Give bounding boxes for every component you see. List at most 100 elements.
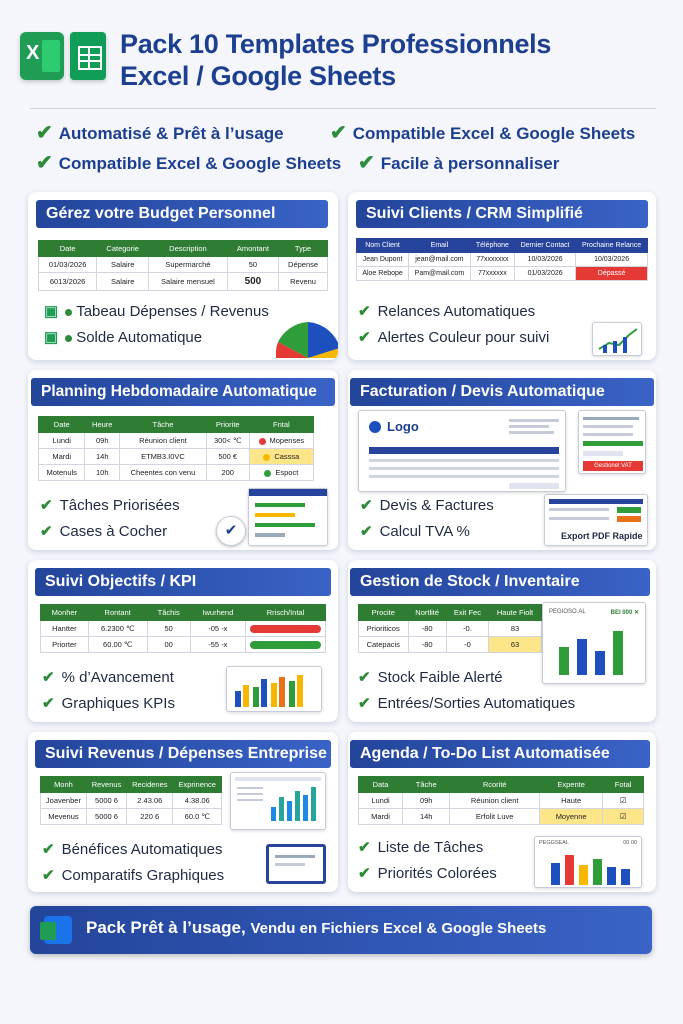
table-header: Categorie	[96, 240, 150, 257]
table-header: Email	[408, 238, 471, 253]
laptop-chart-icon	[592, 322, 642, 356]
card-budget[interactable]: Gérez votre Budget Personnel Date Catego…	[28, 192, 338, 360]
task-sheet-icon	[248, 488, 328, 546]
kpi-table: Monher Rontant Tâchis Iwurhend Rrisch/In…	[40, 604, 326, 653]
table-row: Prioriticos -80 -0. 83	[358, 620, 542, 637]
bullet-item: ✔ Bénéfices Automatiques	[42, 841, 223, 858]
table-header: Dernier Contact	[514, 238, 577, 253]
card-facturation[interactable]: Facturation / Devis Automatique Logo Ges…	[348, 370, 656, 550]
table-header: Amontant	[226, 240, 280, 257]
table-header: Rrisch/Intal	[245, 604, 326, 621]
card-kpi[interactable]: Suivi Objectifs / KPI Monher Rontant Tâc…	[28, 560, 338, 722]
kpi-bar-chart-icon	[226, 666, 322, 712]
table-header: Rontant	[87, 604, 148, 621]
check-icon: ✔	[358, 865, 371, 882]
bullet-item: ✔ Devis & Factures	[360, 497, 494, 514]
progress-bar	[250, 624, 321, 633]
header-divider	[30, 108, 656, 109]
card-stock[interactable]: Gestion de Stock / Inventaire Procite No…	[348, 560, 656, 722]
table-header: Rcorité	[449, 776, 541, 793]
card-title: Suivi Objectifs / KPI	[35, 568, 331, 596]
table-row: Lundi 09h Réunion client Haute ☑	[357, 792, 644, 809]
table-row: 6013/2026 Salaire Salaire mensuel 500 Revenu	[37, 272, 328, 291]
table-header: Priorite	[205, 416, 250, 433]
bullet-item: ✔ Cases à Cocher	[40, 523, 168, 540]
bullet-item: ✔ Graphiques KPIs	[42, 695, 175, 712]
table-header: Nortlité	[407, 604, 447, 621]
bullet-item: ▣ Tabeau Dépenses / Revenus	[44, 303, 269, 320]
bullet-item: ✔ Alertes Couleur pour suivi	[358, 329, 550, 346]
table-header: Tâche	[402, 776, 451, 793]
check-icon: ✔	[40, 497, 53, 514]
feature-item: ✔ Facile à personnaliser	[358, 152, 560, 174]
bullet-dot-icon	[65, 334, 73, 342]
revenus-chart-icon	[230, 772, 326, 830]
card-title: Suivi Clients / CRM Simplifié	[356, 200, 648, 228]
check-icon: ✔	[42, 695, 55, 712]
check-icon: ✔	[330, 122, 347, 144]
table-header: Téléphone	[469, 238, 516, 253]
table-header: Prochaine Relance	[575, 238, 648, 253]
revenus-table: Monh Revenus Recidenes Exprinence Joaven…	[40, 776, 222, 825]
table-row: Priorter 60.00 ℃ 00 -55 -x	[40, 636, 326, 653]
priority-low-icon	[264, 469, 272, 477]
table-header: Iwurhend	[189, 604, 247, 621]
bullet-item: ✔ Priorités Colorées	[358, 865, 497, 882]
check-icon: ✔	[358, 303, 371, 320]
pdf-export-panel: Export PDF Rapide	[544, 494, 648, 546]
table-header: Exit Fec	[445, 604, 490, 621]
table-row: 01/03/2026 Salaire Supermarché 50 Dépense	[37, 256, 328, 273]
feature-item: ✔ Compatible Excel & Google Sheets	[330, 122, 636, 144]
table-header: Nom Client	[355, 238, 410, 253]
excel-sheets-icon	[40, 916, 72, 944]
card-crm[interactable]: Suivi Clients / CRM Simplifié Nom Client…	[348, 192, 656, 360]
feature-item: ✔ Automatisé & Prêt à l’usage	[36, 122, 284, 144]
table-row: Catepacis -80 -0 63	[358, 636, 542, 653]
card-title: Planning Hebdomadaire Automatique	[31, 378, 335, 406]
check-icon: ✔	[358, 152, 375, 174]
pdf-export-label[interactable]: Export PDF Rapide	[561, 531, 643, 541]
table-header: Heure	[84, 416, 121, 433]
excel-small-icon: ▣	[44, 303, 59, 320]
checkbox-icon: ✔	[216, 516, 246, 546]
card-revenus[interactable]: Suivi Revenus / Dépenses Entreprise Monh…	[28, 732, 338, 892]
table-row: Joavenber 5000 6 2.43.06 4.38.06	[40, 792, 222, 809]
table-row: Mardi 14h Erfolit Luve Moyenne ☑	[357, 808, 644, 825]
tablet-icon	[266, 844, 326, 884]
feature-item: ✔ Compatible Excel & Google Sheets	[36, 152, 342, 174]
planning-table: Date Heure Tâche Priorite Fntal Lundi 09h…	[37, 416, 315, 481]
banner-text: Pack Prêt à l’usage, Vendu en Fichiers E…	[86, 918, 547, 937]
pie-chart-icon	[276, 322, 338, 358]
priority-medium-icon	[263, 453, 271, 461]
bullet-item: ✔ Entrées/Sorties Automatiques	[358, 695, 576, 712]
vat-calculator-panel: Gestionel VAT	[578, 410, 646, 474]
bullet-item: ✔ Stock Faible Alerté	[358, 669, 503, 686]
invoice-logo-text: Logo	[387, 419, 419, 434]
card-agenda[interactable]: Agenda / To-Do List Automatisée Data Tâc…	[348, 732, 656, 892]
page-title: Pack 10 Templates Professionnels Excel /…	[120, 28, 551, 92]
vat-button[interactable]: Gestionel VAT	[583, 461, 643, 471]
table-header: Tâche	[119, 416, 207, 433]
agenda-table: Data Tâche Rcorité Expente Fotal Lundi 09…	[357, 776, 644, 825]
table-header: Monher	[40, 604, 89, 621]
check-icon: ✔	[358, 839, 371, 856]
task-checkbox[interactable]: ☑	[602, 808, 644, 825]
crm-table: Nom Client Email Téléphone Dernier Conta…	[355, 238, 648, 281]
card-title: Gérez votre Budget Personnel	[36, 200, 328, 228]
table-header: Expente	[539, 776, 604, 793]
check-icon: ✔	[42, 669, 55, 686]
card-planning[interactable]: Planning Hebdomadaire Automatique Date H…	[28, 370, 338, 550]
stock-chart-panel: PEGIOSO.AL BEI 000 ✕	[542, 602, 646, 684]
table-header: Monh	[40, 776, 87, 793]
bullet-item: ✔ Liste de Tâches	[358, 839, 484, 856]
table-header: Date	[37, 416, 86, 433]
bullet-item: ▣ Solde Automatique	[44, 329, 203, 346]
task-checkbox[interactable]: ☑	[602, 792, 644, 809]
progress-bar	[250, 640, 321, 649]
table-header: Exprinence	[172, 776, 222, 793]
table-header: Tâchis	[146, 604, 191, 621]
check-icon: ✔	[42, 867, 55, 884]
table-row: Mardi 14h ETMB3.I0VC 500 € Casssa	[37, 448, 315, 465]
card-title: Agenda / To-Do List Automatisée	[350, 740, 650, 768]
header: X Pack 10 Templates Professionnels Excel…	[20, 28, 660, 106]
